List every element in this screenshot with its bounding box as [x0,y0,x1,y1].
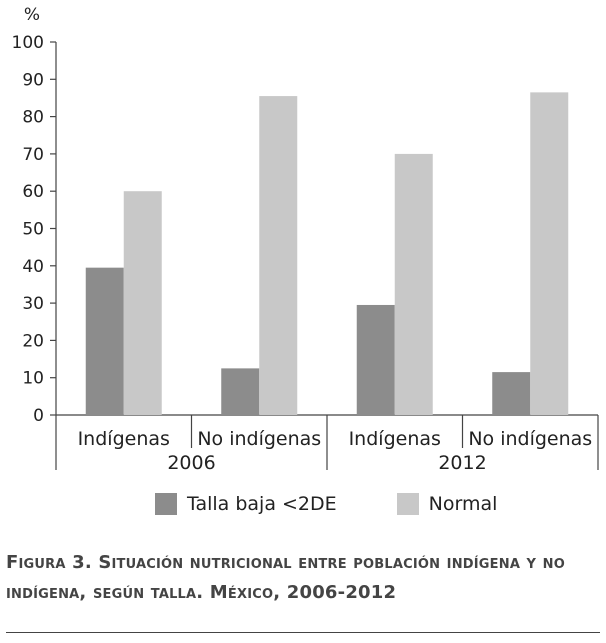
x-group-label: 2006 [167,452,215,474]
y-tick-label: 90 [22,70,44,90]
y-tick-label: 70 [22,145,44,165]
legend-item-normal: Normal [396,493,498,515]
x-group-label: 2012 [438,452,486,474]
legend-item-talla-baja: Talla baja <2DE [155,493,337,515]
bar-talla-baja [492,372,531,415]
bar-talla-baja [356,304,395,415]
legend-swatch-normal [396,493,419,515]
bar-normal [530,92,569,415]
bottom-rule [6,632,600,633]
y-tick-label: 30 [22,294,44,314]
y-tick-label: 100 [12,33,44,53]
y-tick-label: 20 [22,331,44,351]
y-tick-label: 50 [22,220,44,240]
figure-caption: Figura 3. Situación nutricional entre po… [6,552,565,603]
x-category-label: Indígenas [78,428,170,450]
y-tick-label: 80 [22,108,44,128]
bar-talla-baja [221,368,260,415]
y-axis-label: % [24,5,40,25]
x-category-label: No indígenas [468,428,592,450]
legend-swatch-talla-baja [155,493,177,515]
bar-talla-baja [85,267,124,415]
legend-label-normal: Normal [428,493,498,515]
legend: Talla baja <2DE Normal [155,493,557,515]
y-tick-label: 0 [33,406,44,426]
x-category-label: Indígenas [349,428,441,450]
bar-normal [123,191,162,415]
bar-normal [394,153,433,415]
bar-chart: % 0 10 20 30 40 50 60 70 80 90 100 Indígenas No indíg… [12,5,599,474]
y-tick-label: 40 [22,257,44,277]
legend-label-talla-baja: Talla baja <2DE [187,493,337,515]
y-tick-label: 60 [22,182,44,202]
y-tick-label: 10 [22,369,44,389]
bar-normal [259,96,298,416]
x-category-label: No indígenas [197,428,321,450]
